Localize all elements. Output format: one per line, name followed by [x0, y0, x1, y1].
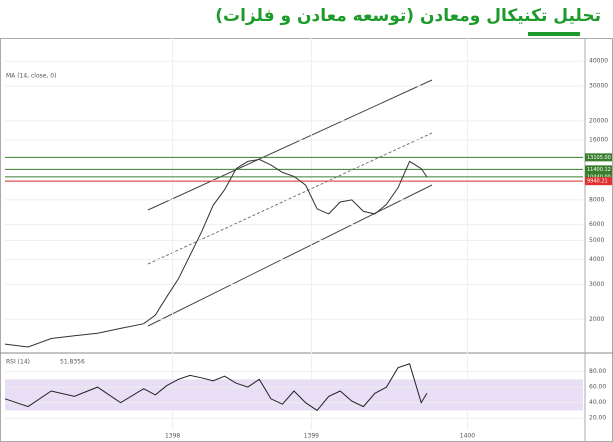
y-tick-label: 40.00: [589, 399, 606, 406]
title-underline: [528, 32, 580, 36]
level-tag: [585, 153, 612, 162]
level-tag: [585, 177, 612, 186]
y-tick-label: 8000: [589, 196, 604, 203]
y-tick-label: 80.00: [589, 368, 606, 375]
channel-mid: [147, 132, 433, 265]
y-tick-label: 30000: [589, 83, 608, 90]
x-tick-label: 1398: [165, 433, 180, 440]
level-label: 11400.12: [587, 167, 611, 173]
level-label: 9940.21: [587, 179, 608, 185]
y-tick-label: 2000: [589, 316, 604, 323]
level-tag: [585, 172, 612, 181]
y-tick-label: 20000: [589, 117, 608, 124]
y-tick-label: 60.00: [589, 384, 606, 391]
chart: MA (14, close, 0) RSI (14) 51.8356 2000 3…: [0, 38, 613, 442]
y-tick-label: 6000: [589, 221, 604, 228]
y-tick-label: 16000: [589, 137, 608, 144]
channel-line: [147, 184, 433, 327]
y-tick-label: 5000: [589, 237, 604, 244]
legend: RSI (14): [6, 359, 30, 366]
x-tick-label: 1400: [460, 433, 475, 440]
rsi-value: 51.8356: [60, 359, 85, 366]
price-line: [4, 363, 428, 412]
level-label: 13105.00: [587, 155, 611, 161]
x-tick-label: 1399: [304, 433, 319, 440]
title: تحلیل تکنیکال ومعادن (توسعه معادن و فلزا…: [215, 6, 601, 26]
rsi-band: [5, 379, 583, 411]
level-tag: [585, 165, 612, 174]
y-tick-label: 4000: [589, 256, 604, 263]
legend: MA (14, close, 0): [6, 73, 56, 80]
y-tick-label: 40000: [589, 58, 608, 65]
y-tick-label: 3000: [589, 281, 604, 288]
channel-line: [147, 79, 433, 211]
price-line: [4, 158, 428, 348]
y-tick-label: 20.00: [589, 415, 606, 422]
